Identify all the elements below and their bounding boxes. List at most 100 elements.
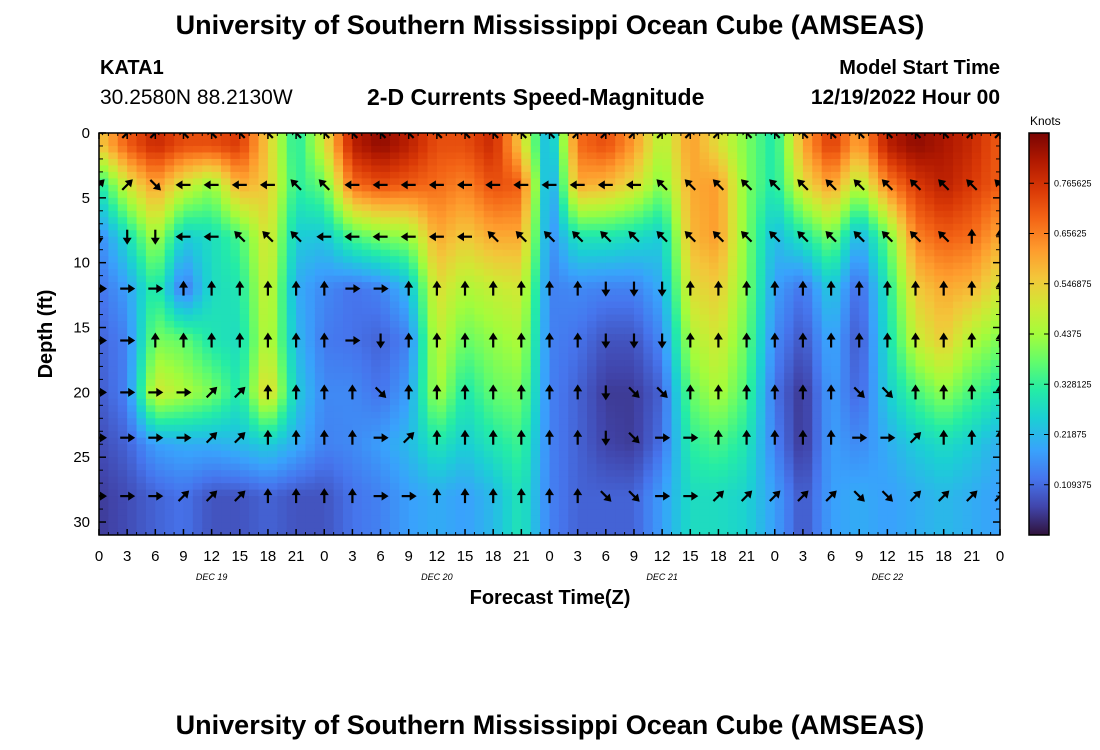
heatmap-cell — [530, 133, 541, 141]
heatmap-cell — [709, 249, 720, 257]
heatmap-cell — [343, 223, 354, 231]
heatmap-cell — [267, 158, 278, 167]
heatmap-cell — [192, 158, 203, 167]
heatmap-cell — [399, 249, 410, 257]
heatmap-cell — [624, 502, 635, 510]
heatmap-cell — [831, 405, 842, 413]
heatmap-cell — [164, 359, 175, 368]
heatmap-cell — [267, 295, 278, 303]
heatmap-cell — [202, 398, 213, 406]
heatmap-cell — [671, 243, 682, 251]
heatmap-cell — [333, 178, 344, 186]
heatmap-cell — [108, 243, 119, 251]
heatmap-cell — [192, 444, 203, 452]
heatmap-cell — [314, 321, 325, 329]
heatmap-cell — [793, 262, 804, 270]
heatmap-cell — [483, 502, 494, 510]
heatmap-cell — [399, 327, 410, 335]
heatmap-cell — [211, 346, 222, 355]
heatmap-cell — [99, 171, 109, 179]
heatmap-cell — [540, 463, 551, 471]
heatmap-cell — [802, 321, 813, 329]
heatmap-cell — [202, 184, 213, 192]
heatmap-cell — [587, 450, 598, 458]
heatmap-cell — [643, 528, 654, 535]
heatmap-cell — [821, 269, 832, 277]
heatmap-cell — [174, 158, 185, 167]
heatmap-cell — [277, 249, 288, 257]
heatmap-cell — [802, 509, 813, 517]
heatmap-cell — [164, 236, 175, 244]
heatmap-cell — [502, 424, 513, 432]
heatmap-cell — [418, 275, 429, 283]
heatmap-cell — [380, 197, 391, 205]
heatmap-cell — [549, 398, 560, 406]
heatmap-cell — [643, 489, 654, 497]
heatmap-cell — [840, 139, 851, 147]
heatmap-cell — [765, 346, 776, 355]
heatmap-cell — [662, 262, 673, 270]
heatmap-cell — [296, 522, 307, 530]
heatmap-cell — [615, 230, 626, 238]
heatmap-cell — [305, 444, 316, 452]
heatmap-cell — [755, 282, 766, 290]
heatmap-cell — [333, 463, 344, 471]
heatmap-cell — [427, 444, 438, 452]
heatmap-cell — [427, 133, 438, 141]
heatmap-cell — [577, 450, 588, 458]
heatmap-cell — [511, 379, 522, 387]
heatmap-cell — [145, 346, 156, 355]
heatmap-cell — [192, 249, 203, 257]
heatmap-cell — [511, 444, 522, 452]
heatmap-cell — [605, 184, 616, 192]
heatmap-cell — [296, 217, 307, 225]
heatmap-cell — [314, 366, 325, 374]
heatmap-cell — [117, 165, 128, 173]
heatmap-cell — [615, 457, 626, 465]
heatmap-cell — [643, 509, 654, 517]
heatmap-cell — [418, 308, 429, 316]
heatmap-cell — [446, 470, 457, 478]
heatmap-cell — [446, 392, 457, 400]
heatmap-cell — [812, 243, 823, 251]
heatmap-cell — [596, 515, 607, 523]
heatmap-cell — [305, 243, 316, 251]
heatmap-cell — [633, 204, 644, 212]
heatmap-cell — [277, 334, 288, 342]
heatmap-cell — [755, 353, 766, 361]
heatmap-cell — [155, 145, 166, 154]
heatmap-cell — [596, 171, 607, 179]
heatmap-cell — [465, 145, 476, 154]
heatmap-cell — [483, 463, 494, 471]
heatmap-cell — [192, 327, 203, 335]
heatmap-cell — [192, 184, 203, 192]
heatmap-cell — [718, 463, 729, 471]
heatmap-cell — [145, 463, 156, 471]
heatmap-cell — [343, 515, 354, 523]
heatmap-cell — [361, 197, 372, 205]
heatmap-cell — [727, 353, 738, 361]
heatmap-cell — [446, 288, 457, 296]
heatmap-cell — [108, 496, 119, 504]
heatmap-cell — [530, 470, 541, 478]
heatmap-cell — [530, 321, 541, 329]
heatmap-cell — [652, 463, 663, 471]
heatmap-cell — [446, 418, 457, 426]
heatmap-cell — [671, 230, 682, 238]
heatmap-cell — [389, 204, 400, 212]
heatmap-cell — [371, 282, 382, 290]
heatmap-cell — [652, 243, 663, 251]
heatmap-cell — [343, 385, 354, 393]
heatmap-cell — [821, 424, 832, 432]
heatmap-cell — [192, 308, 203, 316]
heatmap-cell — [343, 353, 354, 361]
heatmap-cell — [352, 424, 363, 432]
heatmap-cell — [174, 522, 185, 530]
heatmap-cell — [455, 340, 466, 348]
heatmap-cell — [587, 515, 598, 523]
heatmap-cell — [380, 301, 391, 309]
heatmap-cell — [380, 509, 391, 517]
heatmap-cell — [211, 314, 222, 322]
heatmap-cell — [324, 437, 335, 445]
